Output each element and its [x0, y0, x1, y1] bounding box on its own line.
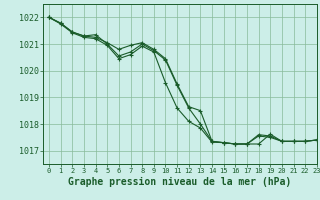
X-axis label: Graphe pression niveau de la mer (hPa): Graphe pression niveau de la mer (hPa) [68, 177, 292, 187]
